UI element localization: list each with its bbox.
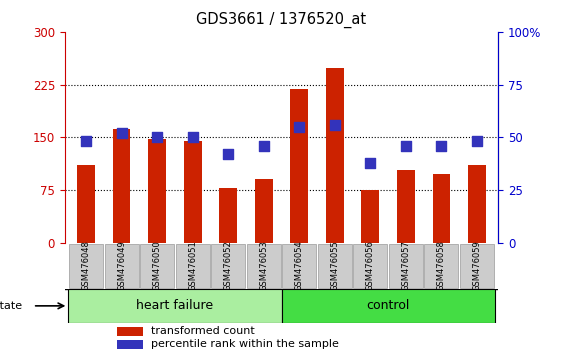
Point: [401, 143, 410, 149]
Text: disease state: disease state: [0, 301, 22, 311]
Text: GSM476057: GSM476057: [401, 240, 410, 291]
Text: GSM476055: GSM476055: [330, 240, 339, 291]
Text: GSM476052: GSM476052: [224, 240, 233, 291]
Bar: [117, 327, 143, 336]
Text: percentile rank within the sample: percentile rank within the sample: [151, 339, 339, 349]
Bar: [432, 174, 450, 242]
Bar: [468, 165, 486, 242]
Bar: [326, 68, 343, 242]
Text: GSM476053: GSM476053: [259, 240, 268, 291]
Bar: [184, 141, 202, 242]
Bar: [389, 244, 423, 288]
Point: [188, 135, 197, 140]
Bar: [282, 244, 316, 288]
Bar: [68, 289, 282, 323]
Point: [437, 143, 446, 149]
Bar: [282, 289, 495, 323]
Point: [259, 143, 268, 149]
Point: [82, 139, 91, 144]
Bar: [211, 244, 245, 288]
Text: GDS3661 / 1376520_at: GDS3661 / 1376520_at: [196, 11, 367, 28]
Bar: [148, 139, 166, 242]
Bar: [460, 244, 494, 288]
Bar: [140, 244, 174, 288]
Text: GSM476059: GSM476059: [472, 240, 481, 291]
Point: [366, 160, 375, 165]
Point: [117, 130, 126, 136]
Text: GSM476056: GSM476056: [366, 240, 375, 291]
Bar: [247, 244, 281, 288]
Point: [295, 124, 304, 130]
Bar: [291, 90, 308, 242]
Bar: [353, 244, 387, 288]
Text: GSM476058: GSM476058: [437, 240, 446, 291]
Bar: [105, 244, 138, 288]
Text: GSM476048: GSM476048: [82, 240, 91, 291]
Text: control: control: [367, 299, 410, 312]
Bar: [425, 244, 458, 288]
Bar: [397, 170, 415, 242]
Text: transformed count: transformed count: [151, 326, 255, 336]
Bar: [113, 129, 131, 242]
Text: heart failure: heart failure: [136, 299, 213, 312]
Bar: [361, 190, 379, 242]
Point: [330, 122, 339, 127]
Bar: [77, 165, 95, 242]
Bar: [220, 188, 237, 242]
Point: [153, 135, 162, 140]
Bar: [69, 244, 103, 288]
Bar: [318, 244, 352, 288]
Text: GSM476050: GSM476050: [153, 240, 162, 291]
Bar: [176, 244, 210, 288]
Text: GSM476054: GSM476054: [295, 240, 304, 291]
Point: [224, 151, 233, 157]
Bar: [255, 179, 272, 242]
Text: GSM476051: GSM476051: [188, 240, 197, 291]
Text: GSM476049: GSM476049: [117, 240, 126, 291]
Bar: [117, 341, 143, 349]
Point: [472, 139, 481, 144]
